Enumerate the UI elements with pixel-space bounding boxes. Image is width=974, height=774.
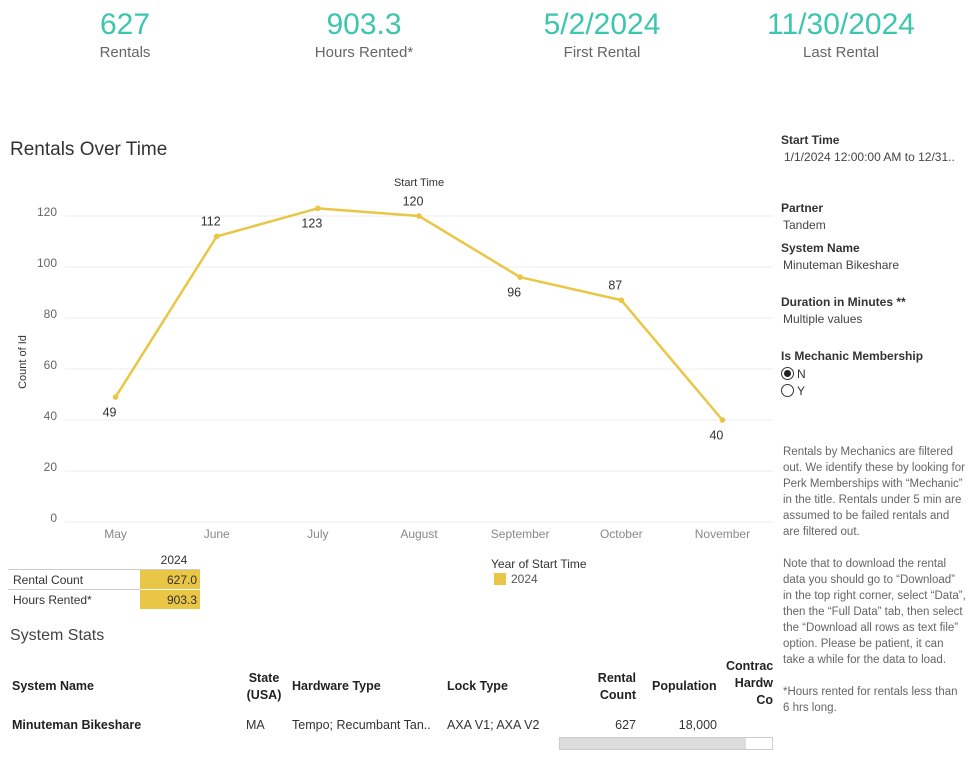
y-tick-label: 80 (44, 307, 58, 321)
filter-value[interactable]: Multiple values (783, 312, 863, 326)
chart: 0 20 40 60 80 100 120 Start Time Count of Id May J… (17, 177, 773, 586)
cell-bg (140, 570, 200, 589)
chart-title: Rentals Over Time (10, 139, 168, 160)
filter-title: Duration in Minutes ** (781, 295, 906, 309)
point (517, 274, 523, 281)
x-tick-label: August (400, 527, 438, 541)
section-title: System Stats (10, 627, 105, 644)
filter-title: Partner (781, 201, 824, 215)
col-header: Population (652, 679, 717, 693)
kpi: 627 Rentals (15, 7, 235, 63)
x-tick-label: September (491, 527, 550, 541)
data-label: 112 (201, 215, 221, 229)
kpi-value: 5/2/2024 (543, 8, 661, 41)
filter-value[interactable]: Minuteman Bikeshare (783, 258, 900, 272)
scrollbar[interactable] (559, 737, 773, 750)
cell: Tempo; Recumbant Tan.. (292, 718, 431, 732)
table-header: 2024 (160, 553, 188, 567)
filter: Duration in Minutes ** Multiple values (781, 295, 974, 349)
point (315, 205, 321, 212)
filter: Partner Tandem (781, 201, 974, 255)
x-axis-title: Start Time (394, 177, 444, 189)
cell: AXA V1; AXA V2 (447, 718, 540, 732)
x-tick-label: October (600, 527, 643, 541)
filter-value[interactable]: Tandem (783, 218, 826, 232)
point (112, 394, 119, 400)
cell: MA (246, 718, 265, 732)
note: Rentals by Mechanics are filtered out. W… (783, 446, 965, 538)
line (114, 207, 724, 421)
kpi-label: Rentals (99, 44, 151, 61)
kpi-label: Hours Rented* (314, 44, 414, 61)
radio[interactable] (781, 384, 794, 397)
radio[interactable] (781, 367, 794, 380)
row-label: Hours Rented* (13, 593, 92, 607)
data-label: 40 (709, 428, 723, 442)
filter-title: Start Time (781, 133, 840, 147)
y-tick-label: 60 (44, 358, 58, 372)
y-tick-label: 20 (44, 460, 58, 474)
radio-label: N (797, 366, 806, 381)
cell: 903.3 (166, 593, 197, 607)
data-label: 49 (103, 405, 117, 419)
kpi: 903.3 Hours Rented* (254, 7, 474, 63)
point (719, 417, 726, 423)
x-tick-label: May (104, 527, 127, 541)
data-label: 123 (301, 217, 322, 231)
radio-option[interactable]: N (781, 365, 974, 382)
note: *Hours rented for rentals less than 6 hr… (783, 686, 958, 714)
col-header: Contrac Hardw Co (726, 659, 773, 707)
filter-title: System Name (781, 241, 860, 255)
filter: Start Time 1/1/2024 12:00:00 AM to 12/31.… (781, 133, 974, 187)
y-tick-label: 120 (37, 205, 57, 219)
legend-title: Year of Start Time (491, 557, 587, 571)
legend-swatch (494, 573, 506, 585)
col-header: Rental Count (597, 671, 636, 702)
col-header: System Name (12, 679, 94, 693)
x-tick-label: November (695, 527, 750, 541)
kpi: 5/2/2024 First Rental (492, 7, 712, 63)
radio-option[interactable]: Y (781, 382, 974, 399)
y-tick-label: 40 (44, 409, 58, 423)
data-label: 120 (403, 194, 424, 208)
row-label: Rental Count (13, 573, 84, 587)
stats-table: System Name State (USA) Hardware Type Lo… (0, 655, 775, 755)
cell: Minuteman Bikeshare (12, 718, 142, 732)
x-tick-label: July (307, 527, 328, 541)
notes: Rentals by Mechanics are filtered out. W… (783, 444, 967, 732)
filter-panel: Start Time 1/1/2024 12:00:00 AM to 12/31.… (781, 133, 974, 399)
filter: System Name Minuteman Bikeshare (781, 241, 974, 295)
cell: 627.0 (166, 573, 197, 587)
col-header: Lock Type (447, 679, 508, 693)
kpi-label: First Rental (563, 44, 641, 61)
col-header: State (USA) (246, 671, 282, 702)
legend-label: 2024 (511, 572, 538, 586)
kpi-label: Last Rental (803, 44, 879, 61)
kpi-value: 11/30/2024 (767, 8, 915, 41)
y-axis-title: Count of Id (17, 335, 29, 389)
col-header: Hardware Type (292, 679, 381, 693)
kpi: 11/30/2024 Last Rental (731, 7, 951, 63)
point (213, 233, 220, 240)
filter-title: Is Mechanic Membership (781, 349, 924, 363)
kpi-value: 627 (99, 8, 151, 41)
point (618, 297, 625, 303)
y-tick-label: 0 (50, 511, 57, 525)
cell-bg (140, 590, 200, 609)
radio-label: Y (797, 383, 806, 398)
note: Note that to download the rental data yo… (783, 558, 966, 666)
point (416, 213, 422, 219)
x-tick-label: June (204, 527, 230, 541)
y-tick-label: 100 (37, 256, 57, 270)
filter-value[interactable]: 1/1/2024 12:00:00 AM to 12/31.. (784, 150, 955, 164)
kpi-value: 903.3 (326, 8, 402, 41)
summary-table: 2024 Rental Count 627.0 Hours Rented* 90… (8, 553, 200, 609)
data-label: 96 (507, 285, 521, 299)
data-label: 87 (608, 278, 622, 292)
cell: 18,000 (678, 718, 717, 732)
cell: 627 (615, 718, 636, 732)
